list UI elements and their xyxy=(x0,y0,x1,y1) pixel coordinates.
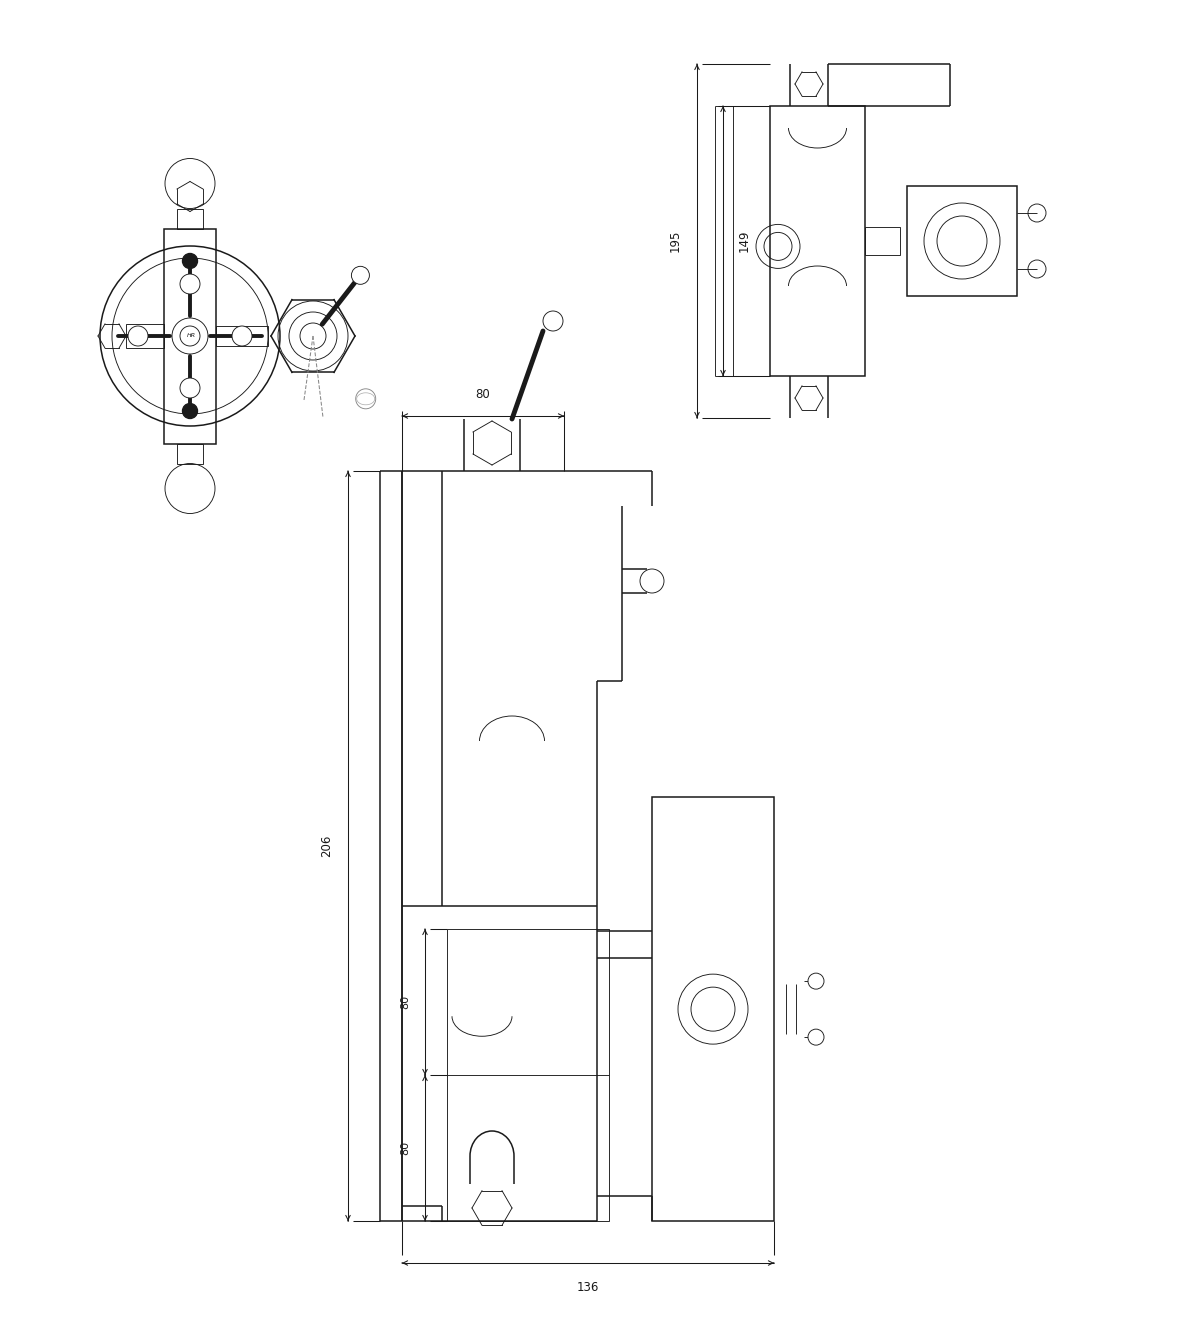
Bar xyxy=(652,798,774,1221)
Circle shape xyxy=(182,254,198,268)
Text: 80: 80 xyxy=(400,1141,410,1155)
Circle shape xyxy=(180,378,200,398)
Text: 136: 136 xyxy=(577,1281,599,1295)
Text: 80: 80 xyxy=(475,388,491,402)
Bar xyxy=(770,106,865,376)
Circle shape xyxy=(1028,203,1046,222)
Circle shape xyxy=(182,403,198,419)
Text: HR: HR xyxy=(186,333,196,337)
Bar xyxy=(216,326,268,346)
Circle shape xyxy=(128,326,148,346)
Text: 80: 80 xyxy=(400,995,410,1009)
Circle shape xyxy=(352,267,370,284)
Circle shape xyxy=(232,326,252,346)
Circle shape xyxy=(1028,260,1046,277)
Bar xyxy=(446,929,610,1221)
Circle shape xyxy=(808,974,824,989)
Text: 206: 206 xyxy=(320,835,334,857)
Circle shape xyxy=(808,1029,824,1045)
Bar xyxy=(178,444,203,464)
Bar xyxy=(178,209,203,229)
Bar xyxy=(126,324,164,347)
Bar xyxy=(164,229,216,444)
Bar xyxy=(865,227,900,255)
Bar xyxy=(907,186,1016,296)
Text: 149: 149 xyxy=(738,230,751,252)
Circle shape xyxy=(180,273,200,295)
Text: 195: 195 xyxy=(670,230,682,252)
